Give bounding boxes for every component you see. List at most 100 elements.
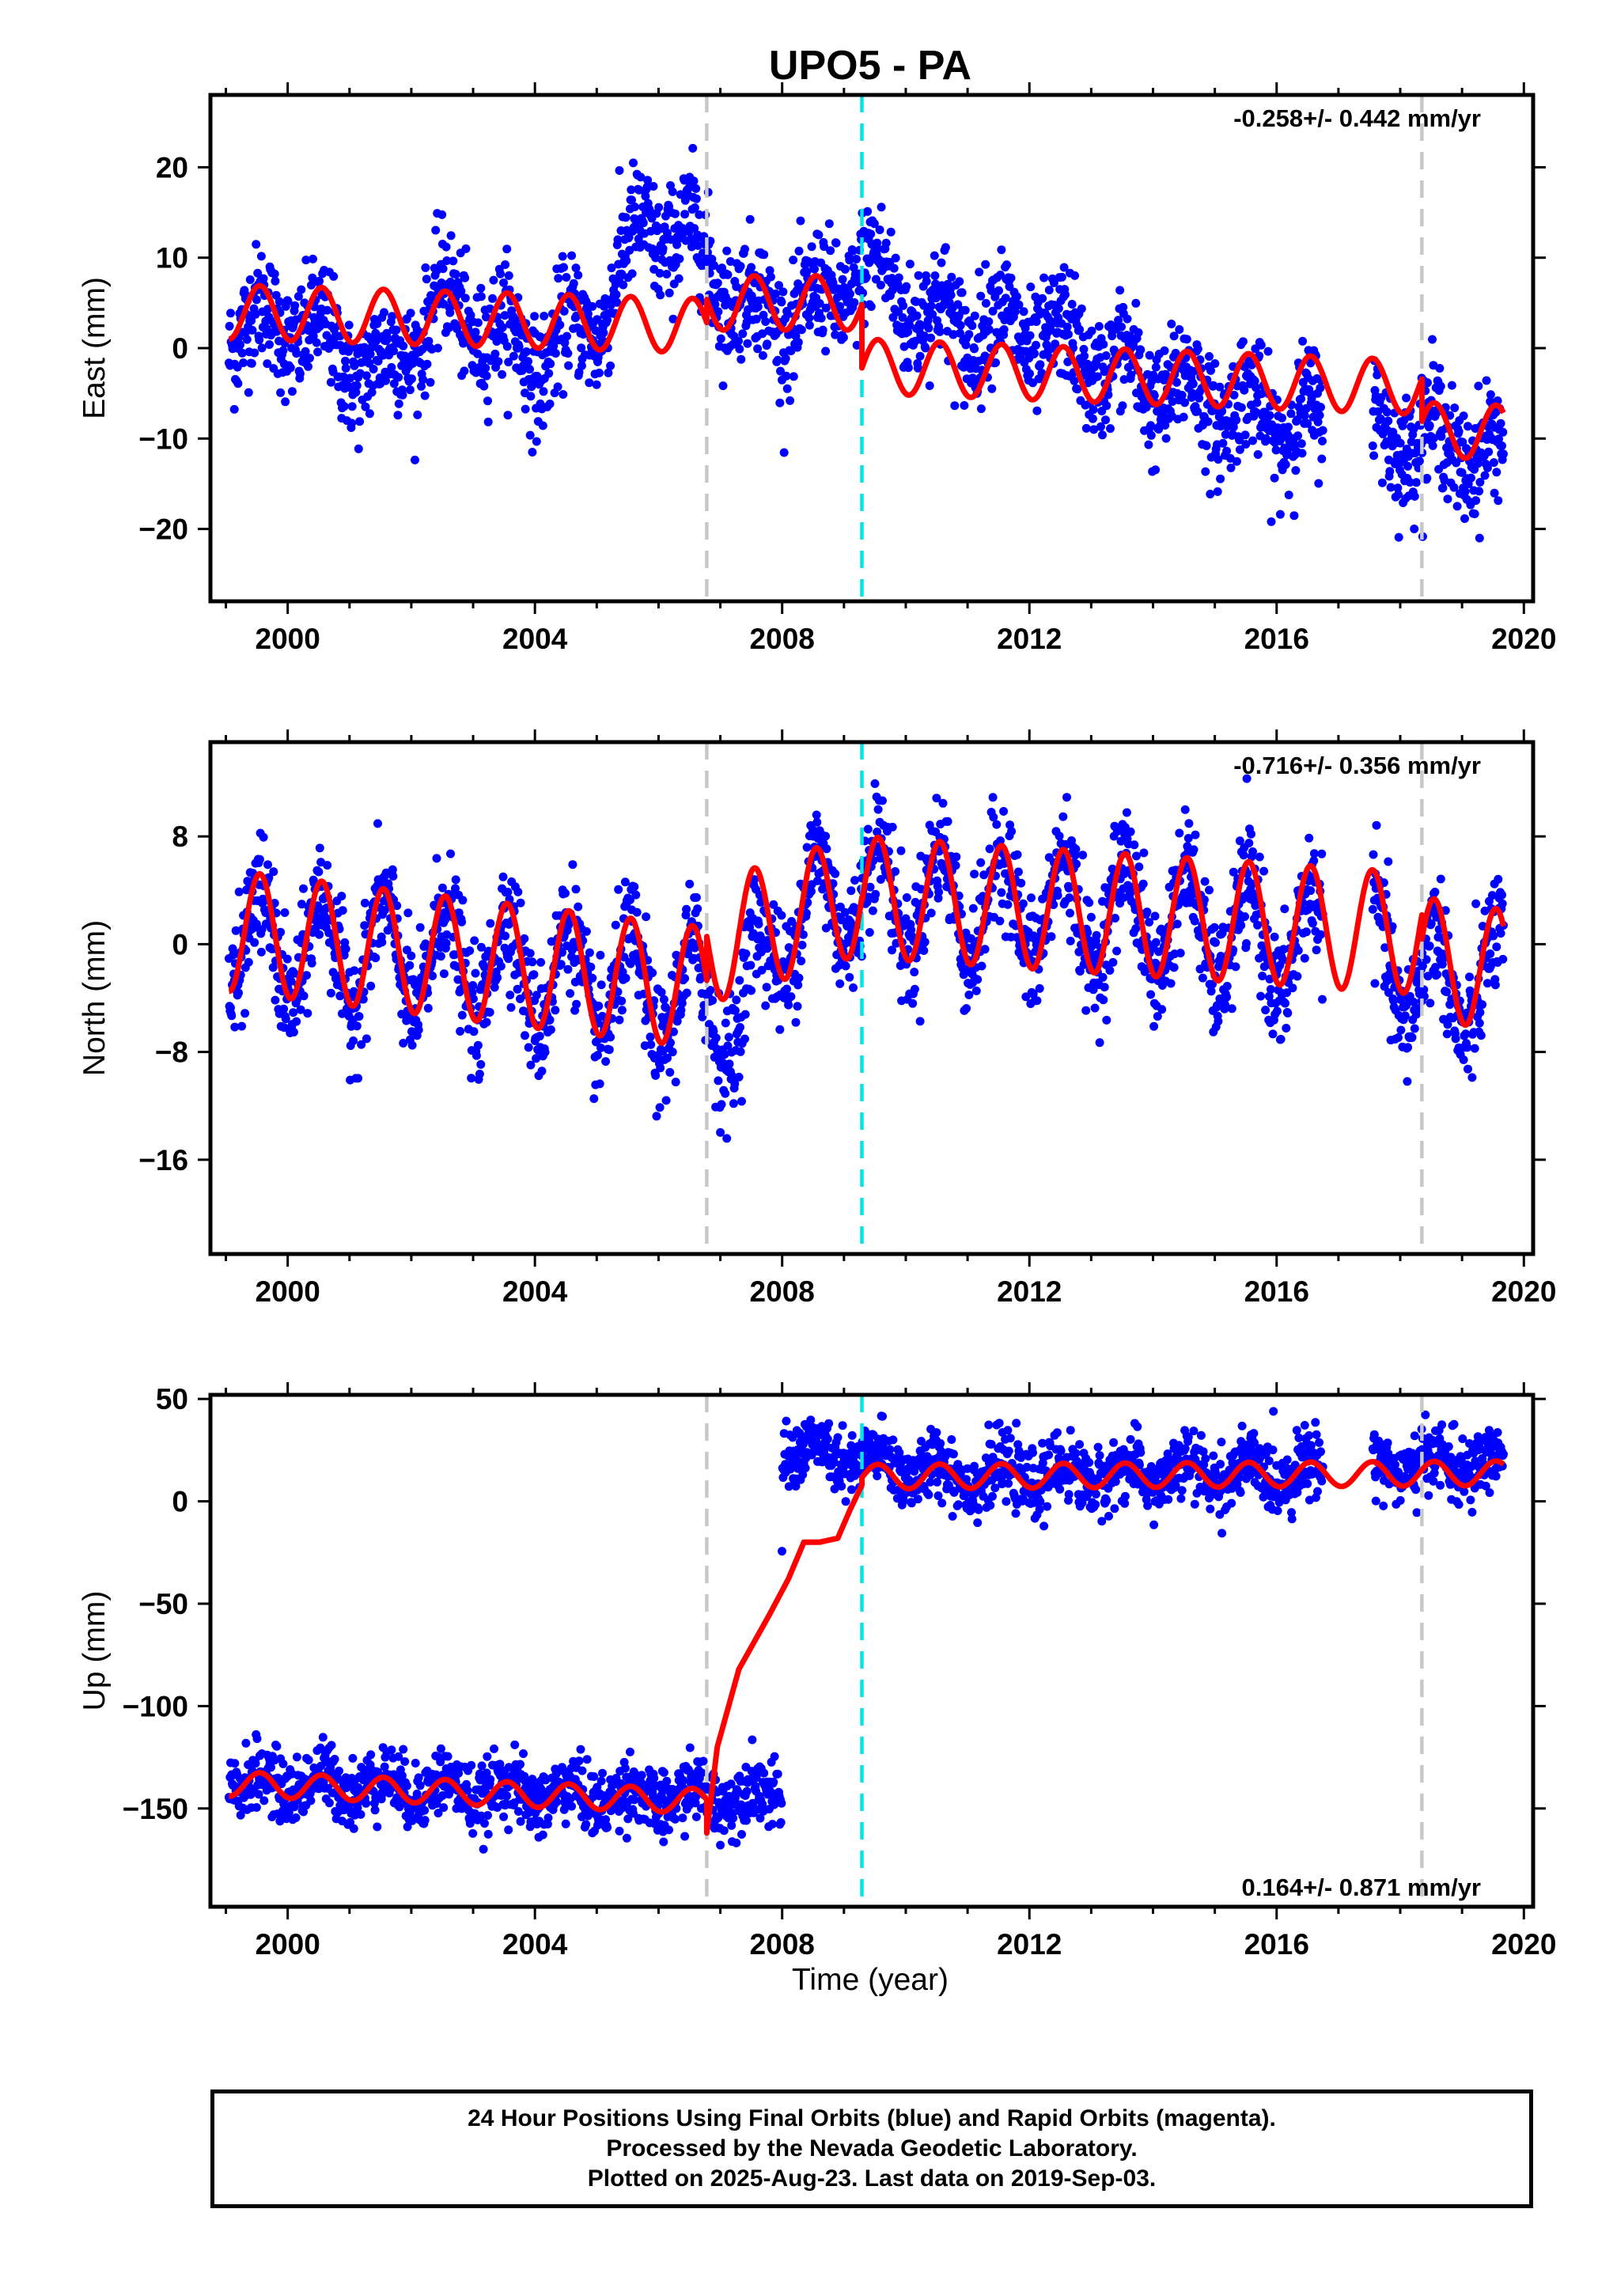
- data-point: [740, 244, 749, 254]
- data-point: [407, 951, 416, 960]
- data-point: [1253, 450, 1263, 459]
- data-point: [451, 875, 460, 885]
- data-point: [509, 351, 518, 361]
- data-point: [1085, 898, 1094, 907]
- data-point: [1081, 1006, 1091, 1015]
- data-point: [655, 1103, 665, 1112]
- data-point: [1222, 982, 1232, 991]
- data-point: [976, 404, 986, 414]
- data-point: [1252, 383, 1261, 392]
- data-point: [323, 861, 332, 870]
- data-point: [1231, 962, 1240, 972]
- data-point: [574, 368, 584, 377]
- data-point: [1146, 421, 1156, 430]
- data-point: [899, 301, 908, 310]
- data-point: [344, 320, 354, 330]
- data-point: [672, 1017, 682, 1026]
- x-tick-label: 2020: [1491, 623, 1556, 655]
- data-point: [289, 1008, 298, 1017]
- data-point: [1457, 468, 1467, 477]
- data-point: [354, 444, 363, 453]
- data-point: [1151, 465, 1161, 475]
- data-point: [953, 300, 963, 309]
- data-point: [1160, 346, 1169, 355]
- data-point: [1150, 911, 1160, 921]
- data-point: [506, 1002, 516, 1012]
- data-point: [1092, 372, 1102, 381]
- data-point: [1101, 351, 1111, 360]
- data-point: [357, 1040, 366, 1049]
- data-point: [775, 1025, 785, 1034]
- data-point: [304, 1756, 313, 1765]
- data-point: [807, 242, 816, 252]
- data-point: [1036, 360, 1045, 369]
- data-point: [270, 269, 279, 278]
- data-point: [1300, 411, 1309, 420]
- data-point: [1206, 490, 1215, 498]
- data-point: [737, 1097, 746, 1106]
- data-point: [1151, 362, 1161, 372]
- data-point: [1025, 369, 1034, 378]
- data-point: [262, 324, 271, 334]
- data-point: [421, 263, 430, 272]
- data-point: [393, 411, 403, 420]
- data-point: [1382, 407, 1392, 417]
- data-point: [1062, 322, 1072, 332]
- data-point: [585, 378, 594, 388]
- data-point: [574, 902, 583, 911]
- data-point: [926, 301, 936, 311]
- data-point: [373, 357, 383, 366]
- data-point: [313, 904, 323, 914]
- data-point: [399, 1745, 408, 1754]
- data-point: [256, 252, 266, 261]
- data-point: [621, 213, 630, 222]
- data-point: [1086, 912, 1096, 922]
- data-point: [736, 1047, 745, 1056]
- data-point: [747, 986, 756, 995]
- data-point: [1486, 949, 1495, 958]
- data-point: [1386, 483, 1395, 492]
- data-point: [1403, 461, 1413, 471]
- data-point: [1442, 987, 1452, 997]
- data-point: [482, 313, 490, 322]
- data-point: [532, 437, 541, 446]
- data-point: [841, 961, 850, 971]
- data-point: [446, 849, 455, 858]
- data-point: [1403, 1043, 1413, 1052]
- data-point: [1460, 514, 1469, 523]
- y-tick-label: 0: [172, 332, 188, 365]
- data-point: [335, 991, 345, 1001]
- data-point: [685, 879, 695, 888]
- rate-annotation-east: -0.258+/- 0.442 mm/yr: [1233, 104, 1481, 132]
- data-point: [606, 361, 615, 370]
- data-point: [1475, 478, 1485, 487]
- data-point: [460, 294, 470, 303]
- data-point: [676, 1006, 686, 1015]
- data-point: [926, 333, 936, 343]
- data-point: [875, 225, 884, 234]
- data-point: [233, 379, 243, 388]
- data-point: [714, 1076, 723, 1085]
- data-point: [1044, 286, 1054, 295]
- y-tick-label: −8: [155, 1036, 188, 1069]
- data-point: [1211, 938, 1220, 947]
- data-point: [745, 214, 755, 224]
- data-point: [735, 344, 744, 354]
- data-point: [520, 934, 529, 943]
- data-point: [1058, 812, 1068, 821]
- data-point: [485, 1008, 494, 1017]
- data-point: [1099, 339, 1108, 349]
- data-point: [475, 1070, 484, 1078]
- data-point: [946, 290, 956, 300]
- data-point: [514, 342, 524, 351]
- data-point: [468, 981, 478, 990]
- data-point: [1301, 927, 1311, 937]
- data-point: [1471, 899, 1481, 908]
- data-point: [911, 336, 920, 346]
- data-point: [1475, 1008, 1485, 1017]
- data-point: [1201, 467, 1210, 476]
- data-point: [1157, 1005, 1167, 1014]
- data-point: [1377, 478, 1387, 487]
- data-point: [797, 325, 806, 335]
- data-point: [782, 384, 792, 393]
